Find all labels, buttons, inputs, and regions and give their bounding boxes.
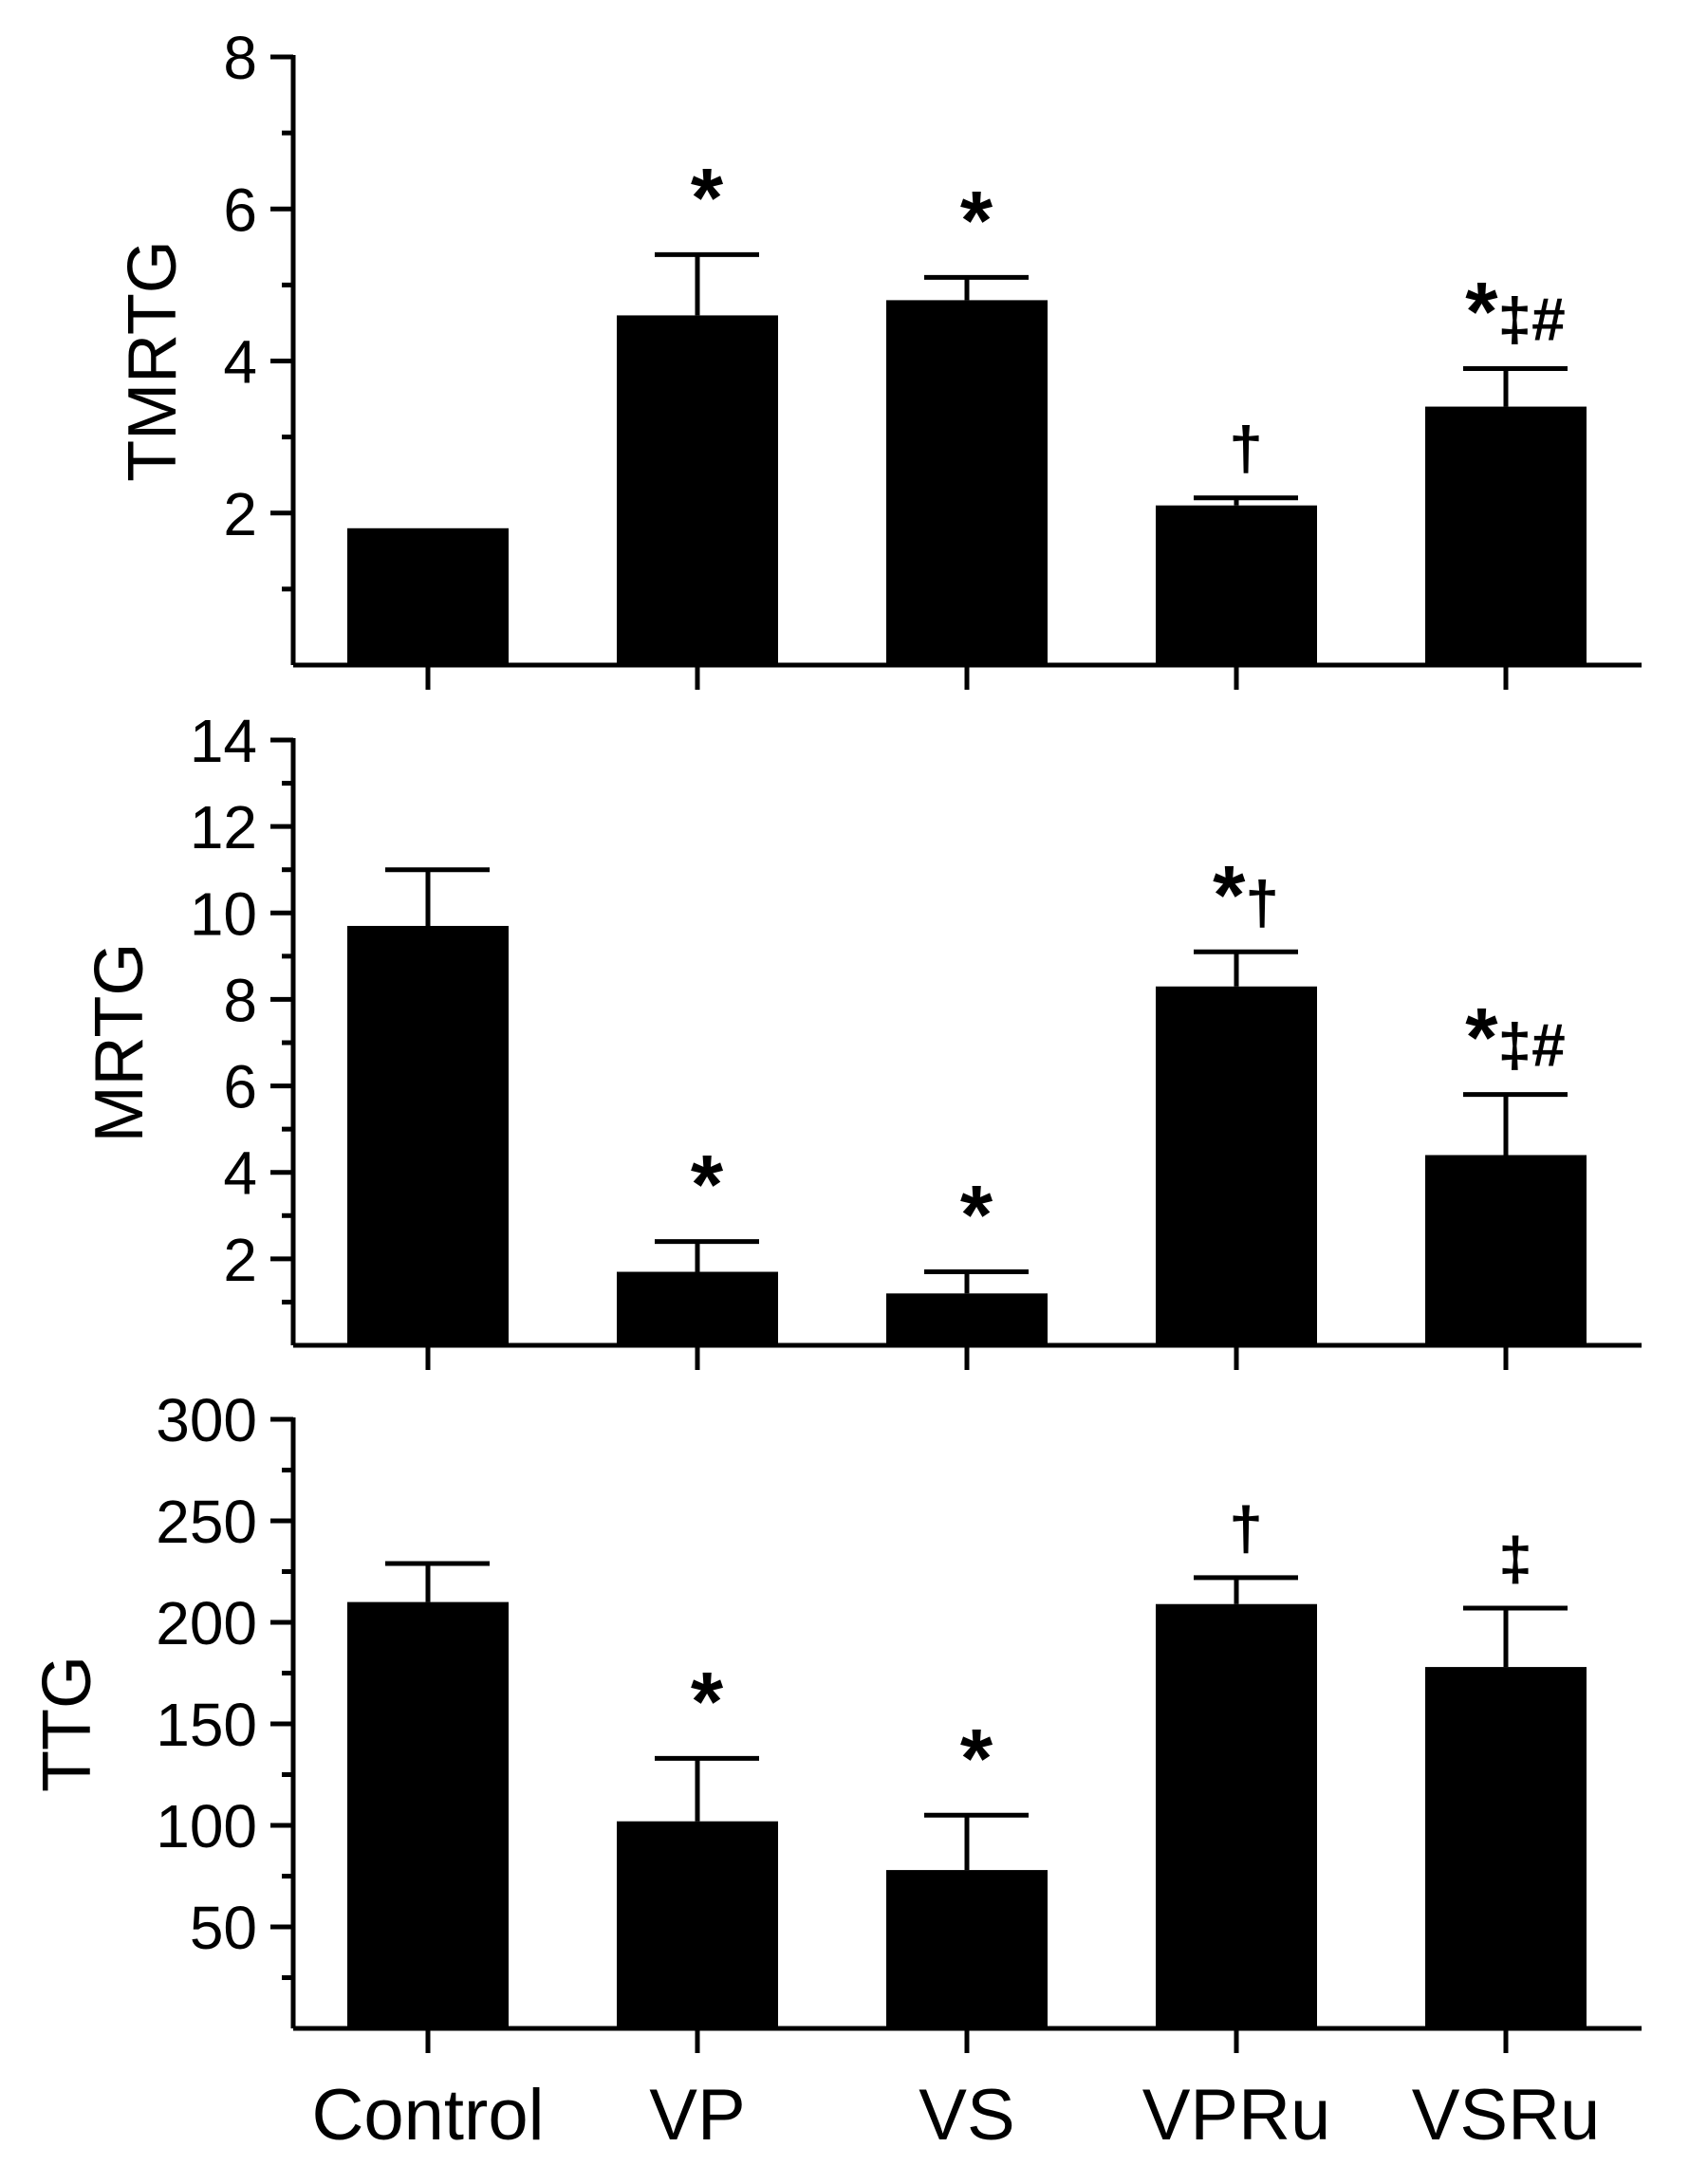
- panel-ttg: * * † ‡ 50 100 150 200 250 300 TTG: [29, 1386, 1642, 2053]
- y-tick-label: 150: [156, 1691, 257, 1759]
- y-axis-title: TMRTG: [115, 240, 191, 482]
- y-axis-title: TTG: [29, 1656, 105, 1792]
- bar-vsru: [1425, 1667, 1587, 2028]
- significance-vpru: †: [1229, 415, 1263, 483]
- bar-control: [347, 527, 509, 665]
- y-tick-label: 14: [190, 707, 257, 775]
- bar-vp: [617, 1821, 778, 2028]
- bar-control: [347, 1601, 509, 2028]
- bar-vp: [617, 1271, 778, 1345]
- y-tick-label: 6: [223, 1053, 257, 1121]
- significance-vpru: *†: [1213, 847, 1279, 941]
- y-tick-label: 300: [156, 1386, 257, 1454]
- y-tick-label: 200: [156, 1589, 257, 1657]
- bar-vpru: [1156, 505, 1317, 665]
- y-tick-label: 2: [223, 1226, 257, 1294]
- significance-vs: *: [960, 173, 993, 267]
- bar-control: [347, 925, 509, 1345]
- y-tick-label: 8: [223, 966, 257, 1034]
- bar-vsru: [1425, 1155, 1587, 1345]
- significance-vsru: *‡#: [1465, 990, 1565, 1084]
- y-tick-label: 250: [156, 1488, 257, 1556]
- bar-vs: [886, 1293, 1048, 1345]
- x-category-labels: Control VP VS VPRu VSRu: [312, 2075, 1601, 2156]
- significance-vsru: *‡#: [1465, 265, 1565, 359]
- significance-vp: *: [691, 1654, 724, 1748]
- y-tick-label: 100: [156, 1792, 257, 1860]
- significance-vs: *: [960, 1711, 993, 1805]
- significance-vp: *: [691, 1138, 724, 1231]
- bar-vpru: [1156, 986, 1317, 1345]
- y-tick-label: 10: [190, 879, 257, 948]
- y-tick-label: 50: [190, 1894, 257, 1962]
- x-label-vpru: VPRu: [1142, 2075, 1331, 2156]
- significance-vs: *: [960, 1168, 993, 1262]
- bar-vp: [617, 315, 778, 665]
- panel-tmrtg: * * † *‡# 2 4 6 8 TMRTG: [115, 24, 1642, 690]
- bar-vs: [886, 300, 1048, 665]
- x-label-vp: VP: [649, 2075, 745, 2156]
- y-tick-label: 4: [223, 328, 257, 397]
- y-axis-title: MRTG: [82, 943, 158, 1143]
- y-tick-label: 2: [223, 480, 257, 548]
- bar-vpru: [1156, 1603, 1317, 2028]
- significance-vpru: †: [1229, 1494, 1263, 1563]
- y-tick-label: 4: [223, 1139, 257, 1208]
- y-tick-label: 12: [190, 793, 257, 861]
- panel-mrtg: * * *† *‡# 2 4 6 8 10 12 14 MRTG: [82, 707, 1642, 1370]
- x-label-vs: VS: [919, 2075, 1014, 2156]
- x-label-control: Control: [312, 2075, 545, 2156]
- bar-vs: [886, 1870, 1048, 2028]
- x-label-vsru: VSRu: [1412, 2075, 1601, 2156]
- bar-vsru: [1425, 406, 1587, 665]
- significance-vsru: ‡: [1498, 1525, 1532, 1593]
- y-tick-label: 6: [223, 176, 257, 244]
- significance-vp: *: [691, 150, 724, 244]
- y-tick-label: 8: [223, 24, 257, 92]
